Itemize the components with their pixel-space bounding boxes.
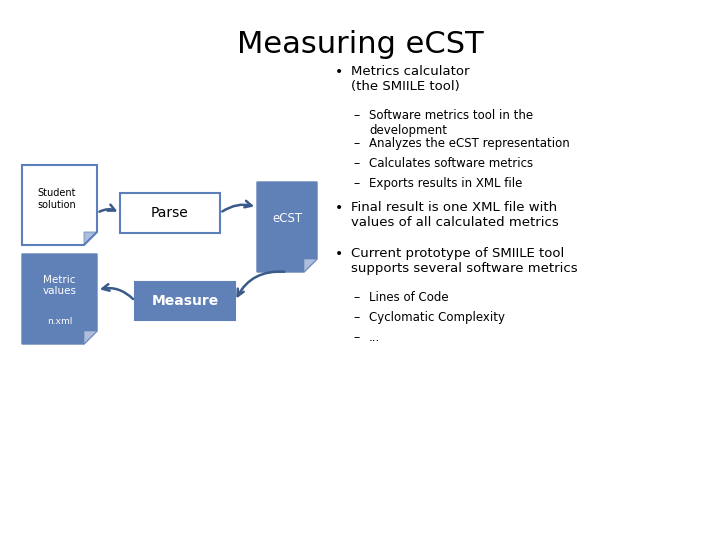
Polygon shape (304, 259, 317, 272)
Text: Student
solution: Student solution (37, 188, 76, 210)
Text: Metrics calculator
(the SMIILE tool): Metrics calculator (the SMIILE tool) (351, 65, 469, 93)
Text: –: – (353, 109, 359, 122)
Text: •: • (335, 247, 343, 261)
Text: •: • (335, 201, 343, 215)
Text: Exports results in XML file: Exports results in XML file (369, 177, 523, 190)
Text: Cyclomatic Complexity: Cyclomatic Complexity (369, 311, 505, 324)
Text: Parse: Parse (151, 206, 189, 220)
Polygon shape (84, 232, 97, 245)
Text: Measure: Measure (151, 294, 219, 308)
FancyBboxPatch shape (120, 193, 220, 233)
Text: Analyzes the eCST representation: Analyzes the eCST representation (369, 137, 570, 150)
Text: n.xml: n.xml (47, 317, 72, 326)
Polygon shape (257, 182, 317, 272)
Polygon shape (22, 165, 97, 245)
Text: ...: ... (369, 331, 380, 344)
Text: Current prototype of SMIILE tool
supports several software metrics: Current prototype of SMIILE tool support… (351, 247, 577, 275)
Text: Measuring eCST: Measuring eCST (237, 30, 483, 59)
Text: –: – (353, 291, 359, 304)
Text: Final result is one XML file with
values of all calculated metrics: Final result is one XML file with values… (351, 201, 559, 229)
Polygon shape (84, 331, 97, 344)
Text: Lines of Code: Lines of Code (369, 291, 449, 304)
Text: –: – (353, 311, 359, 324)
Polygon shape (22, 254, 97, 344)
Text: –: – (353, 157, 359, 170)
Text: eCST: eCST (272, 212, 302, 225)
FancyBboxPatch shape (135, 282, 235, 320)
Text: Calculates software metrics: Calculates software metrics (369, 157, 533, 170)
Text: –: – (353, 177, 359, 190)
Text: –: – (353, 331, 359, 344)
Text: •: • (335, 65, 343, 79)
Text: –: – (353, 137, 359, 150)
Text: Metric
values: Metric values (42, 275, 76, 296)
Text: Software metrics tool in the
development: Software metrics tool in the development (369, 109, 533, 137)
